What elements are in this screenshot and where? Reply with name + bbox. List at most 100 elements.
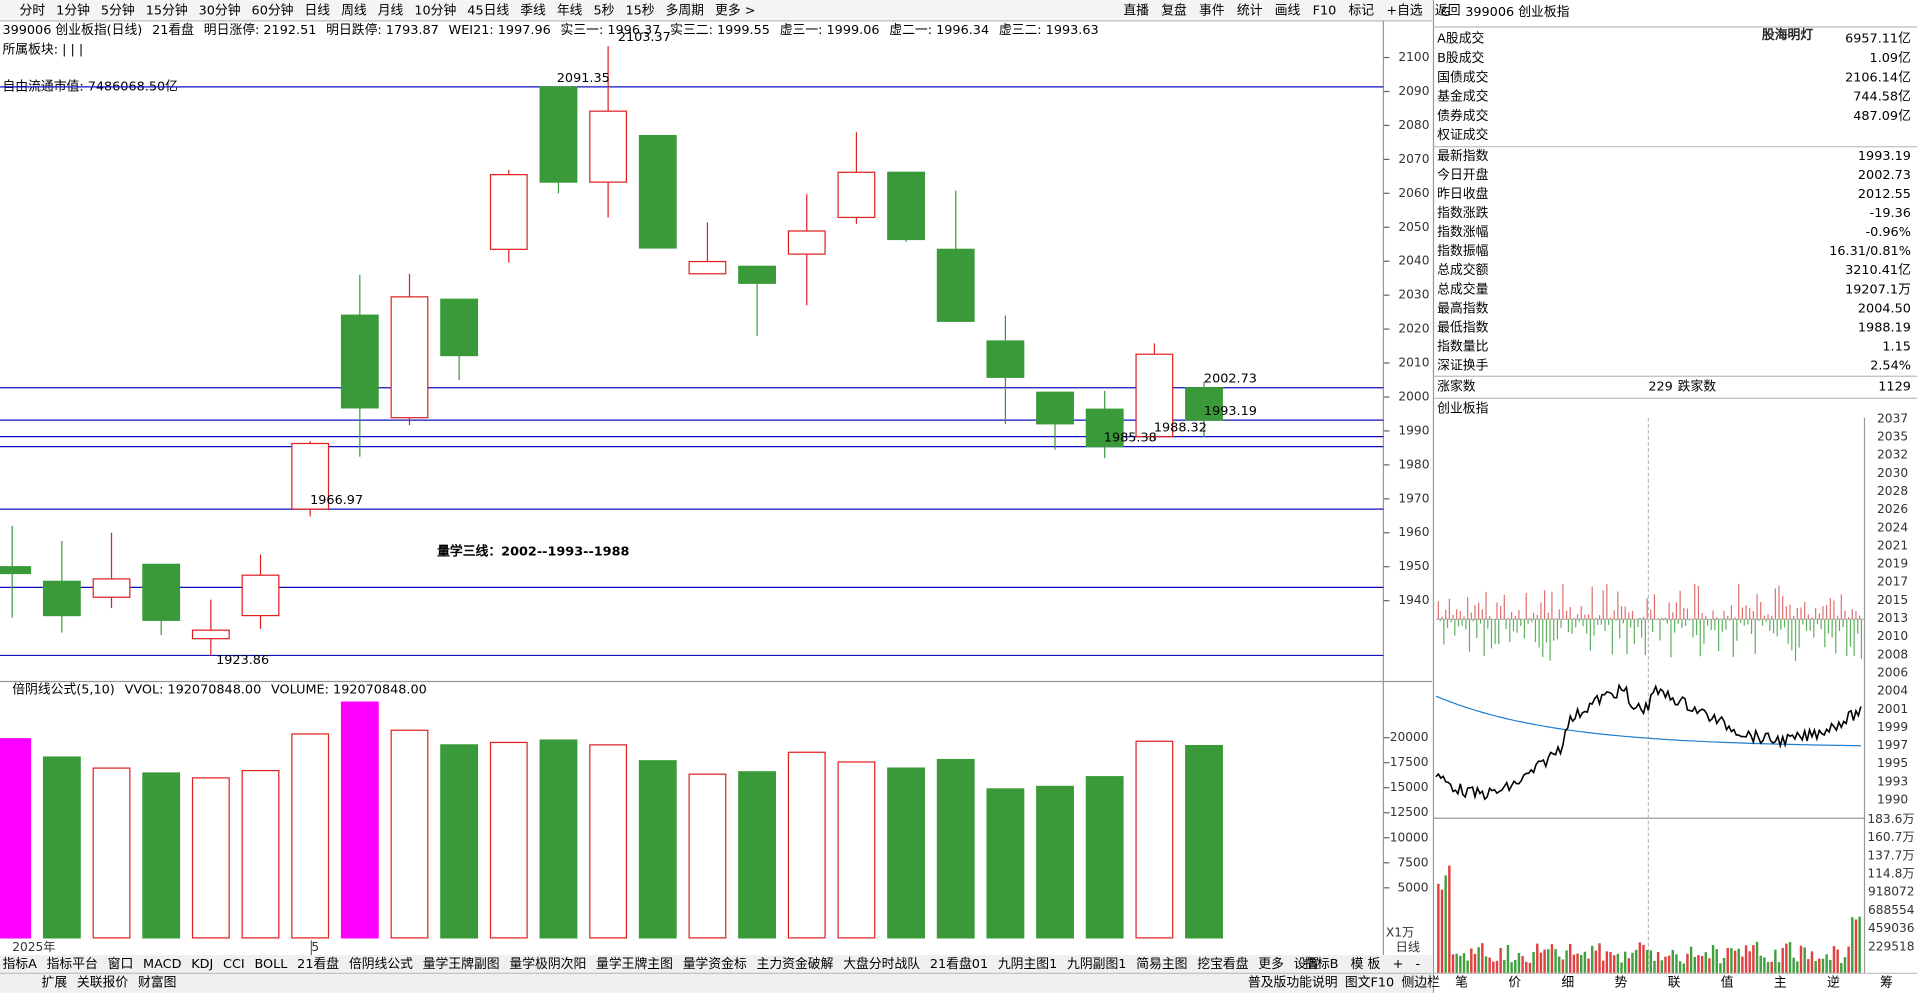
mini-tick-label: 2037 bbox=[1877, 411, 1908, 425]
volume-bar bbox=[42, 756, 81, 939]
toolbar-button[interactable]: 45日线 bbox=[467, 4, 509, 19]
tab[interactable]: 倍阴线公式 bbox=[349, 957, 413, 972]
toolbar-button[interactable]: 1分钟 bbox=[56, 3, 90, 19]
candle-body bbox=[489, 174, 528, 250]
toolbar-button[interactable]: 月线 bbox=[378, 4, 404, 19]
y-tick-label: 1940 bbox=[1398, 593, 1429, 607]
mini-tick-label: 2008 bbox=[1877, 647, 1908, 661]
volume-value: VOLUME: 192070848.00 bbox=[271, 683, 427, 698]
tab[interactable]: 量学极阴次阳 bbox=[509, 956, 586, 972]
bottom-button[interactable]: 财富图 bbox=[138, 975, 176, 991]
price-label: 2103.37 bbox=[618, 30, 671, 45]
tab[interactable]: 挖宝看盘 bbox=[1197, 956, 1248, 972]
toolbar-button[interactable]: 30分钟 bbox=[199, 3, 241, 19]
tab[interactable]: 量学王牌副图 bbox=[423, 956, 500, 972]
tab[interactable]: 更多 bbox=[1258, 957, 1284, 972]
toolbar-button[interactable]: 季线 bbox=[520, 4, 546, 19]
price-label: 2002.73 bbox=[1204, 372, 1257, 387]
side-tab[interactable]: 主 bbox=[1774, 976, 1787, 991]
tab[interactable]: 窗口 bbox=[108, 956, 134, 972]
mini-title: 创业板指 bbox=[1437, 402, 1488, 417]
bottom-button[interactable]: 图文F10 bbox=[1345, 976, 1394, 991]
toolbar-button[interactable]: 返回 bbox=[1435, 4, 1461, 19]
tab[interactable]: 九阴副图1 bbox=[1067, 957, 1126, 972]
mini-tick-label: 1993 bbox=[1877, 774, 1908, 788]
tab[interactable]: BOLL bbox=[254, 957, 288, 972]
volume-bar bbox=[738, 771, 777, 939]
tab[interactable]: 21看盘 bbox=[297, 956, 339, 972]
volume-bar bbox=[1135, 740, 1174, 939]
volume-bar bbox=[589, 744, 628, 939]
mini-tick-label: 2030 bbox=[1877, 466, 1908, 480]
tab[interactable]: 模 板 bbox=[1351, 957, 1381, 972]
side-tab[interactable]: 笔 bbox=[1455, 975, 1468, 991]
toolbar-button[interactable]: F10 bbox=[1313, 4, 1337, 19]
side-tab[interactable]: 值 bbox=[1721, 975, 1734, 991]
tab[interactable]: 量学王牌主图 bbox=[596, 956, 673, 972]
bottom-button[interactable]: 扩展 bbox=[42, 976, 68, 991]
candle-body bbox=[887, 171, 925, 241]
side-tab[interactable]: 细 bbox=[1561, 976, 1574, 991]
toolbar-button[interactable]: 更多 > bbox=[715, 4, 755, 19]
tab[interactable]: KDJ bbox=[191, 957, 213, 972]
stat-label: 今日开盘 bbox=[1437, 167, 1488, 183]
toolbar-button[interactable]: 统计 bbox=[1237, 4, 1263, 19]
tab[interactable]: 大盘分时战队 bbox=[843, 956, 920, 972]
toolbar-button[interactable]: 复盘 bbox=[1161, 3, 1187, 19]
toolbar-button[interactable]: 直播 bbox=[1123, 4, 1149, 19]
tab[interactable]: 量学资金标 bbox=[683, 956, 747, 972]
tab[interactable]: CCI bbox=[223, 957, 245, 972]
bottom-button[interactable]: 关联报价 bbox=[77, 976, 128, 991]
side-tab[interactable]: 联 bbox=[1668, 976, 1681, 991]
toolbar-button[interactable]: 年线 bbox=[557, 4, 583, 19]
toolbar-button[interactable]: 日线 bbox=[304, 4, 330, 19]
toolbar-button[interactable]: 多周期 bbox=[666, 4, 704, 19]
y-tick-label: 1990 bbox=[1398, 423, 1429, 437]
stat-label: 涨家数 bbox=[1437, 379, 1476, 395]
toolbar-button[interactable]: 标记 bbox=[1348, 4, 1374, 19]
toolbar-button[interactable]: 60分钟 bbox=[252, 3, 294, 19]
y-tick-label: 2000 bbox=[1398, 389, 1429, 403]
mini-tick-label: 114.8万 bbox=[1867, 867, 1914, 881]
toolbar-button[interactable]: 画线 bbox=[1275, 4, 1301, 19]
side-tab[interactable]: 势 bbox=[1614, 975, 1627, 991]
volume-bar bbox=[489, 741, 528, 939]
side-tab[interactable]: 逆 bbox=[1827, 975, 1840, 991]
annotation: 量学三线：2002--1993--1988 bbox=[437, 544, 629, 560]
volume-bar bbox=[0, 738, 32, 939]
candle-body bbox=[837, 171, 876, 219]
stat-value: 3210.41亿 bbox=[1845, 263, 1911, 278]
indicator-value: 虚三二: 1993.63 bbox=[999, 23, 1099, 38]
tab[interactable]: 九阴主图1 bbox=[998, 957, 1057, 972]
toolbar-button[interactable]: 事件 bbox=[1199, 4, 1225, 19]
x-label: 2025年 bbox=[12, 940, 55, 954]
y-tick-label: 5000 bbox=[1398, 880, 1429, 894]
side-tab[interactable]: 价 bbox=[1508, 976, 1521, 991]
toolbar-button[interactable]: 5秒 bbox=[593, 4, 614, 19]
toolbar-button[interactable]: 15秒 bbox=[625, 4, 654, 19]
toolbar-button[interactable]: 周线 bbox=[341, 4, 367, 19]
toolbar-button[interactable]: 15分钟 bbox=[146, 3, 188, 19]
tab[interactable]: + bbox=[1393, 957, 1404, 972]
bottom-button[interactable]: 普及版功能说明 bbox=[1248, 976, 1338, 991]
toolbar-button[interactable]: 10分钟 bbox=[414, 3, 456, 19]
tab[interactable]: - bbox=[1416, 957, 1421, 972]
toolbar-button[interactable]: +自选 bbox=[1386, 4, 1423, 19]
tab[interactable]: 设置 bbox=[1294, 957, 1320, 972]
side-tab[interactable]: 筹 bbox=[1880, 975, 1893, 991]
tab[interactable]: 主力资金破解 bbox=[757, 956, 834, 972]
side-title: 399006 创业板指 bbox=[1465, 5, 1569, 20]
toolbar-button[interactable]: 分时 bbox=[20, 4, 46, 19]
tab[interactable]: 指标平台 bbox=[47, 957, 98, 972]
tab[interactable]: 简易主图 bbox=[1136, 957, 1187, 972]
tab[interactable]: 指标B bbox=[1304, 957, 1338, 972]
indicator-value: 明日跌停: 1793.87 bbox=[326, 22, 439, 38]
bottom-button[interactable]: 侧边栏 bbox=[1402, 976, 1441, 991]
tab[interactable]: MACD bbox=[143, 957, 182, 972]
tab[interactable]: 21看盘01 bbox=[930, 956, 988, 972]
toolbar-button[interactable]: 5分钟 bbox=[101, 3, 135, 19]
tab[interactable]: 指标A bbox=[2, 957, 37, 972]
indicator-value: WEI21: 1997.96 bbox=[449, 23, 551, 38]
stat-label: 指数涨幅 bbox=[1437, 225, 1488, 240]
